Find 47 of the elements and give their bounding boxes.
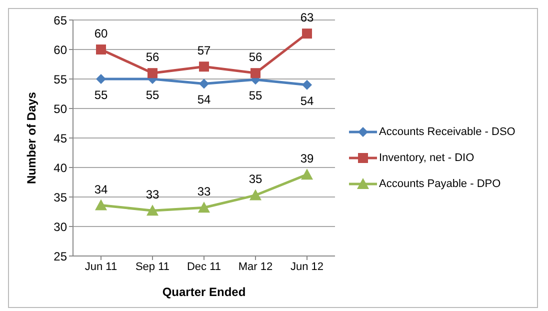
data-label: 57 xyxy=(197,44,211,58)
y-tick-label: 60 xyxy=(54,42,68,57)
point xyxy=(199,62,209,72)
legend-label: Accounts Payable - DPO xyxy=(379,178,501,190)
point xyxy=(250,68,260,78)
data-label: 56 xyxy=(146,50,160,64)
y-tick-label: 65 xyxy=(54,13,68,28)
data-label: 55 xyxy=(248,88,262,103)
point xyxy=(198,202,210,213)
data-label: 55 xyxy=(146,88,160,102)
y-tick-label: 30 xyxy=(54,220,68,234)
data-label: 63 xyxy=(300,10,314,25)
x-tick-label: Sep 11 xyxy=(135,260,170,273)
y-tick-label: 40 xyxy=(54,160,68,175)
legend-label: Inventory, net - DIO xyxy=(379,152,474,164)
data-label: 60 xyxy=(94,26,108,40)
point xyxy=(148,68,158,78)
data-label: 54 xyxy=(300,94,314,108)
point xyxy=(96,44,106,54)
x-tick-label: Dec 11 xyxy=(186,260,222,273)
data-label: 56 xyxy=(248,50,262,64)
x-tick-label: Jun 12 xyxy=(290,260,324,273)
x-axis-title: Quarter Ended xyxy=(162,285,246,299)
x-tick-label: Jun 11 xyxy=(84,260,118,273)
legend-label: Accounts Receivable - DSO xyxy=(379,126,516,138)
y-tick-label: 45 xyxy=(54,131,68,146)
point xyxy=(146,204,158,216)
point xyxy=(96,74,106,84)
data-label: 34 xyxy=(94,182,108,196)
y-tick-label: 35 xyxy=(54,190,68,204)
y-tick-label: 25 xyxy=(54,249,68,264)
y-tick-label: 55 xyxy=(54,72,68,86)
point xyxy=(302,28,312,39)
data-label: 55 xyxy=(94,88,108,102)
point xyxy=(95,199,107,210)
point xyxy=(250,189,262,200)
y-axis-title: Number of Days xyxy=(24,92,38,184)
data-label: 35 xyxy=(248,172,262,186)
data-label: 33 xyxy=(197,184,211,199)
point xyxy=(302,80,312,90)
data-label: 39 xyxy=(300,152,314,166)
y-tick-label: 50 xyxy=(54,102,68,116)
data-label: 54 xyxy=(197,92,211,107)
data-label: 33 xyxy=(146,188,160,202)
point xyxy=(301,168,313,180)
point xyxy=(199,78,209,89)
x-tick-label: Mar 12 xyxy=(238,260,273,273)
